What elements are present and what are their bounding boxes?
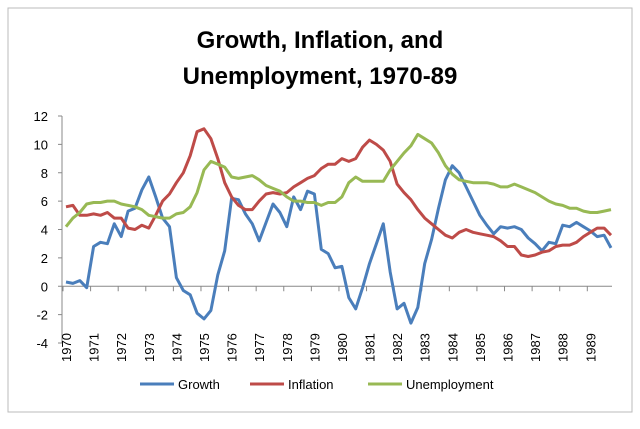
x-tick-label: 1983 bbox=[418, 333, 433, 362]
x-tick-label: 1977 bbox=[252, 333, 267, 362]
series-line bbox=[64, 132, 612, 228]
x-tick-label: 1989 bbox=[583, 333, 598, 362]
x-tick-label: 1980 bbox=[335, 333, 350, 362]
x-tick-label: 1978 bbox=[280, 333, 295, 362]
y-tick-label: 0 bbox=[41, 279, 48, 294]
chart-title: Unemployment, 1970-89 bbox=[183, 63, 458, 90]
y-tick-label: 10 bbox=[34, 137, 48, 152]
x-tick-label: 1982 bbox=[390, 333, 405, 362]
y-tick-label: -4 bbox=[36, 336, 48, 351]
x-tick-label: 1979 bbox=[307, 333, 322, 362]
y-tick-label: 6 bbox=[41, 194, 48, 209]
x-tick-label: 1981 bbox=[363, 333, 378, 362]
x-tick-label: 1974 bbox=[169, 333, 184, 362]
legend-label: Unemployment bbox=[406, 377, 494, 392]
chart-title: Growth, Inflation, and bbox=[197, 27, 444, 54]
y-tick-label: 2 bbox=[41, 251, 48, 266]
x-tick-label: 1970 bbox=[59, 333, 74, 362]
chart-frame bbox=[7, 7, 633, 413]
y-tick-label: -2 bbox=[36, 308, 48, 323]
y-tick-label: 4 bbox=[41, 223, 48, 238]
y-tick-label: 8 bbox=[41, 166, 48, 181]
legend-label: Inflation bbox=[288, 377, 334, 392]
x-tick-label: 1988 bbox=[556, 333, 571, 362]
y-tick-label: 12 bbox=[34, 109, 48, 124]
x-tick-label: 1971 bbox=[87, 333, 102, 362]
x-tick-label: 1985 bbox=[473, 333, 488, 362]
series-line bbox=[65, 164, 613, 325]
x-tick-label: 1984 bbox=[445, 333, 460, 362]
x-tick-label: 1976 bbox=[225, 333, 240, 362]
x-tick-label: 1975 bbox=[197, 333, 212, 362]
x-tick-label: 1973 bbox=[142, 333, 157, 362]
legend-label: Growth bbox=[178, 377, 220, 392]
series-line bbox=[65, 127, 613, 258]
x-tick-label: 1986 bbox=[501, 333, 516, 362]
x-tick-label: 1972 bbox=[114, 333, 129, 362]
x-tick-label: 1987 bbox=[528, 333, 543, 362]
